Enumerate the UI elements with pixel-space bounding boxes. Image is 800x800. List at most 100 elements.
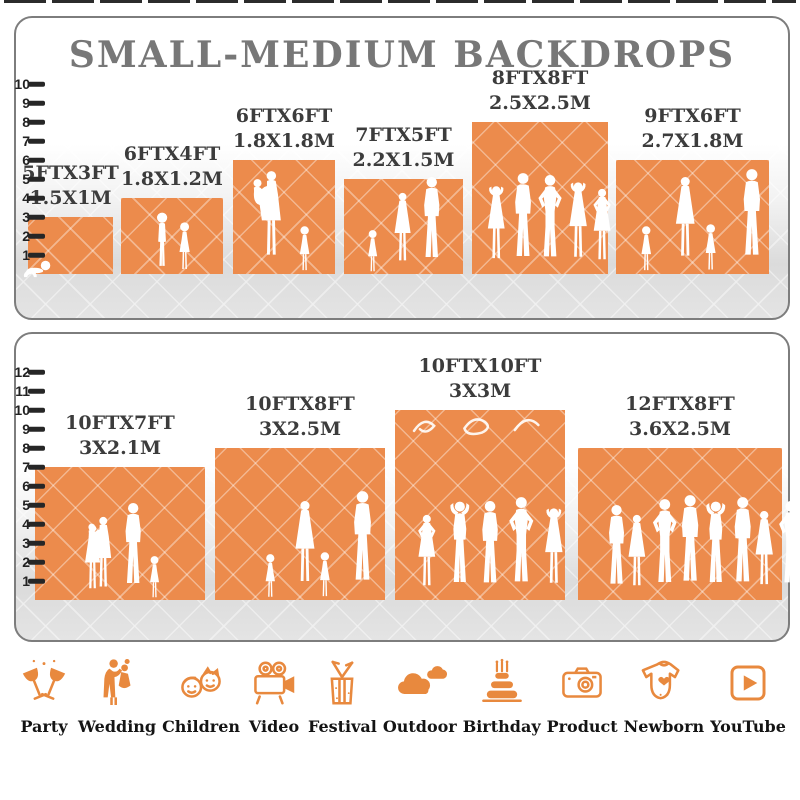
person-silhouette-man <box>515 173 531 256</box>
person-silhouette-woman <box>395 193 411 261</box>
figures-family-of-four <box>616 115 769 290</box>
category-row: Party Wedding <box>16 656 786 736</box>
backdrop-size-label: 10FTX10FT 3X3M <box>418 354 542 402</box>
backdrop-size-label: 10FTX7FT 3X2.1M <box>65 411 175 459</box>
ruler-tick <box>28 100 45 106</box>
newborn-icon <box>641 660 680 700</box>
backdrop-block-10ftx10ft: 10FTX10FT 3X3M <box>395 355 565 600</box>
ruler-number: 4 <box>22 516 30 532</box>
backdrop-size-label: 9FTX6FT 2.7X1.8M <box>641 104 744 152</box>
ruler-number: 2 <box>22 228 30 244</box>
ruler-number: 2 <box>22 554 30 570</box>
ruler-tick <box>28 369 45 375</box>
ruler-tick <box>28 426 45 432</box>
person-silhouette-man <box>744 169 760 255</box>
ruler-tick <box>28 445 45 451</box>
figures-crowd-of-eight <box>578 441 782 616</box>
page-title: SMALL-MEDIUM BACKDROPS <box>68 34 736 76</box>
person-silhouette-manhips <box>779 501 800 582</box>
ruler-number: 3 <box>22 535 30 551</box>
party-icon <box>22 659 66 700</box>
ruler-tick <box>28 157 45 163</box>
category-party: Party <box>16 656 72 736</box>
category-label: Party <box>20 717 68 736</box>
person-silhouette-man <box>735 497 751 581</box>
ruler-tick <box>28 483 45 489</box>
category-newborn: Newborn <box>624 656 704 736</box>
person-silhouette-man <box>609 505 624 584</box>
ruler-tick <box>28 252 45 258</box>
ruler-tick <box>28 578 45 584</box>
ruler-number: 6 <box>22 152 30 168</box>
person-silhouette-baby <box>24 261 50 277</box>
ruler-tick <box>28 138 45 144</box>
person-silhouette-momhold <box>253 171 280 254</box>
backdrop-block-5ftx3ft: 5FTX3FT 1.5X1M <box>22 162 119 274</box>
decorative-squiggle <box>412 418 540 436</box>
youtube-icon <box>730 665 766 701</box>
ruler-number: 9 <box>22 95 30 111</box>
ruler-number: 8 <box>22 440 30 456</box>
person-silhouette-girl <box>641 226 651 270</box>
backdrop-block-7ftx5ft: 7FTX5FT 2.2X1.5M <box>344 124 463 274</box>
person-silhouette-girl <box>320 552 330 596</box>
ruler-number: 10 <box>14 402 30 418</box>
category-label: Outdoor <box>382 717 457 736</box>
person-silhouette-womanhips <box>593 189 610 259</box>
video-icon <box>254 661 295 705</box>
ruler-number: 7 <box>22 133 30 149</box>
backdrop-size-label: 5FTX3FT 1.5X1M <box>22 161 119 209</box>
ruler-tick <box>28 81 45 87</box>
ruler-number: 9 <box>22 421 30 437</box>
birthday-icon <box>481 658 522 702</box>
ruler-number: 12 <box>14 364 30 380</box>
category-birthday: Birthday <box>463 656 541 736</box>
backdrop-block-8ftx8ft: 8FTX8FT 2.5X2.5M <box>472 67 610 274</box>
ruler-number: 3 <box>22 209 30 225</box>
category-label: Video <box>248 717 300 736</box>
small-medium-panel: SMALL-MEDIUM BACKDROPS 5FTX3FT 1.5X1M 6F… <box>14 16 790 320</box>
children-icon <box>181 666 221 698</box>
category-label: Birthday <box>462 717 541 736</box>
person-silhouette-manhips <box>653 499 677 582</box>
backdrop-size-label: 8FTX8FT 2.5X2.5M <box>489 66 591 114</box>
person-silhouette-woman <box>628 515 645 585</box>
backdrop-block-12ftx8ft: 12FTX8FT 3.6X2.5M <box>578 393 782 600</box>
figures-family-of-three <box>344 115 463 290</box>
person-silhouette-manup <box>450 502 469 582</box>
category-wedding: Wedding <box>78 656 156 736</box>
category-children: Children <box>162 656 240 736</box>
product-icon <box>562 667 602 698</box>
person-silhouette-girl <box>266 554 275 597</box>
person-silhouette-womanup <box>488 186 505 258</box>
ruler-tick <box>28 521 45 527</box>
large-backdrops-panel: 10FTX7FT 3X2.1M 10FTX8FT 3X2.5M 10FTX10F… <box>14 332 790 642</box>
ruler-tick <box>28 176 45 182</box>
ruler-tick <box>28 388 45 394</box>
ruler-number: 5 <box>22 171 30 187</box>
category-festival: Festival <box>308 656 377 736</box>
ruler-tick <box>28 119 45 125</box>
person-silhouette-man <box>482 501 497 582</box>
category-label: Children <box>162 717 241 736</box>
outdoor-icon <box>397 666 447 694</box>
category-label: Wedding <box>77 717 157 736</box>
ruler-number: 10 <box>14 76 30 92</box>
ruler-tick <box>28 464 45 470</box>
person-silhouette-womanhips <box>418 515 435 585</box>
ruler-tick <box>28 195 45 201</box>
ruler-tick <box>28 407 45 413</box>
person-silhouette-girl <box>368 230 377 271</box>
person-silhouette-manup <box>706 502 725 582</box>
ruler-tick <box>28 214 45 220</box>
person-silhouette-boy <box>157 213 167 266</box>
backdrop-block-9ftx6ft: 9FTX6FT 2.7X1.8M <box>616 105 769 274</box>
ruler-number: 7 <box>22 459 30 475</box>
ruler-number: 8 <box>22 114 30 130</box>
ruler-number: 6 <box>22 478 30 494</box>
ruler-number: 5 <box>22 497 30 513</box>
person-silhouette-manhips <box>509 497 533 581</box>
ruler-number: 11 <box>15 383 30 399</box>
category-outdoor: Outdoor <box>383 656 457 736</box>
